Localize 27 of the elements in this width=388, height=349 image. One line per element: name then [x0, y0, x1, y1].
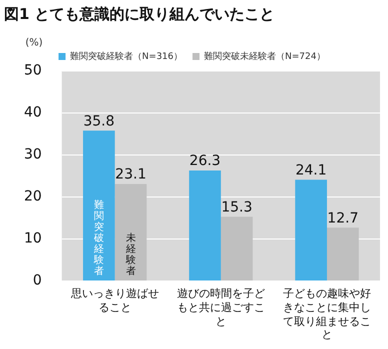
legend-label: 難関突破経験者（N=316） [70, 50, 182, 62]
y-tick-label: 50 [24, 62, 42, 79]
y-tick-label: 10 [24, 230, 42, 247]
chart-title: 図1 とても意識的に取り組んでいたこと [4, 4, 275, 23]
y-tick-label: 30 [24, 146, 42, 163]
bar [326, 228, 359, 280]
data-label: 15.3 [221, 199, 252, 216]
y-tick-label: 40 [24, 104, 42, 121]
bar [83, 130, 115, 280]
x-tick-label: 子どもの趣味や好きなことに集中して取り組ませること [282, 287, 372, 342]
y-tick-label: 20 [24, 188, 42, 205]
bar [189, 170, 221, 280]
data-label: 26.3 [189, 153, 221, 170]
bar [220, 216, 253, 280]
x-tick-label: 遊びの時間を子どもと共に過ごすこと [176, 287, 266, 328]
legend-label: 難関突破未経験者（N=724） [204, 50, 326, 62]
bar [295, 180, 327, 280]
x-tick-label: 思いっきり遊ばせること [70, 287, 160, 314]
data-label: 12.7 [327, 210, 358, 226]
annotation: 未経験者 [126, 233, 136, 277]
annotation: 難関突破経験者 [94, 200, 104, 277]
bar [114, 184, 147, 280]
data-label: 35.8 [83, 113, 115, 130]
y-tick-label: 0 [32, 272, 42, 289]
data-label: 24.1 [295, 162, 327, 178]
y-axis-title: (%) [25, 38, 43, 49]
data-label: 23.1 [115, 166, 146, 183]
